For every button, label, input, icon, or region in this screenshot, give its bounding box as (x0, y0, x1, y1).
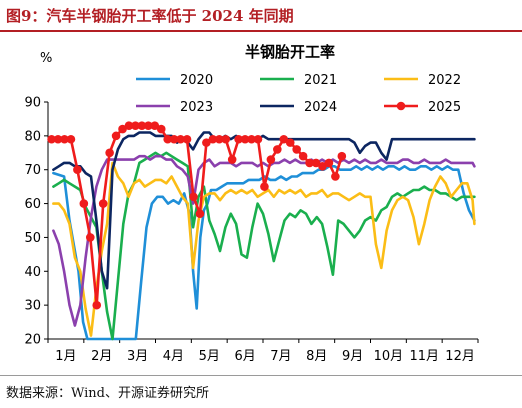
data-point-2025 (118, 124, 127, 134)
data-point-2025 (169, 134, 179, 144)
chart-title: 半钢胎开工率 (245, 43, 335, 61)
data-point-2025 (324, 158, 334, 168)
legend-item-2020: 2020 (136, 73, 213, 88)
data-point-2025 (60, 134, 69, 144)
data-point-2025 (79, 199, 89, 208)
series-line-2022 (52, 161, 476, 337)
y-unit-label: % (40, 51, 52, 66)
data-point-2025 (253, 134, 263, 144)
data-point-2025 (273, 145, 282, 154)
data-point-2025 (285, 138, 295, 147)
data-point-2025 (73, 165, 82, 175)
data-point-2025 (111, 131, 121, 141)
legend: 2020 2021 2022 2023 2024 2025 (136, 73, 461, 115)
figure-label: 图9：汽车半钢胎开工率低于 2024 年同期 (6, 7, 294, 25)
data-point-2025 (311, 158, 321, 168)
data-point-2025 (182, 134, 192, 144)
series-2024 (52, 131, 476, 290)
x-tick-label: 8月 (306, 349, 327, 364)
data-point-2025 (318, 162, 327, 171)
data-point-2025 (156, 124, 166, 134)
series-line-2023 (52, 154, 476, 327)
series-line-2021 (52, 151, 476, 341)
data-point-2025 (163, 134, 172, 144)
data-point-2025 (150, 121, 160, 130)
x-tick-label: 12月 (445, 349, 475, 364)
legend-item-2025: 2025 (384, 100, 461, 115)
data-point-2025 (202, 138, 211, 147)
data-point-2025 (208, 134, 218, 144)
legend-item-2021: 2021 (260, 73, 337, 88)
data-point-2025 (137, 121, 147, 130)
x-tick-label: 5月 (199, 349, 220, 364)
legend-label: 2020 (180, 73, 213, 88)
data-point-2025 (266, 155, 276, 164)
series-2022 (52, 161, 476, 337)
x-tick-label: 1月 (55, 349, 76, 364)
y-tick-label: 60 (24, 197, 41, 212)
x-tick-label: 3月 (127, 349, 148, 364)
data-point-2025 (92, 300, 102, 310)
legend-label: 2021 (304, 73, 337, 88)
y-tick-label: 20 (24, 333, 41, 348)
x-tick-label: 6月 (234, 349, 255, 364)
data-point-2025 (260, 182, 269, 191)
data-point-2025 (247, 134, 256, 144)
data-point-2025 (66, 134, 76, 144)
series-2025 (47, 121, 347, 310)
data-point-2025 (292, 145, 301, 154)
legend-marker (396, 101, 406, 111)
data-point-2025 (124, 121, 134, 130)
data-point-2025 (85, 233, 95, 242)
series-line-2024 (52, 131, 476, 290)
legend-item-2024: 2024 (260, 100, 337, 115)
x-tick-label: 7月 (270, 349, 291, 364)
source-rule (0, 375, 522, 376)
data-source: 数据来源：Wind、开源证券研究所 (6, 386, 209, 401)
title-rule (0, 30, 522, 32)
data-point-2025 (234, 134, 243, 144)
legend-label: 2023 (180, 100, 213, 115)
data-point-2025 (195, 209, 205, 219)
data-point-2025 (176, 134, 185, 144)
series-2023 (52, 154, 476, 327)
legend-item-2022: 2022 (384, 73, 461, 88)
line-chart: 半钢胎开工率 % 2020 2021 2022 2023 2024 2025 20 30 40… (24, 43, 479, 364)
data-point-2025 (189, 192, 198, 202)
y-tick-label: 80 (24, 129, 41, 144)
legend-label: 2024 (304, 100, 337, 115)
x-tick-label: 2月 (91, 349, 112, 364)
y-tick-label: 30 (24, 299, 41, 314)
series-2021 (52, 151, 476, 341)
data-point-2025 (331, 172, 340, 181)
data-point-2025 (305, 158, 314, 168)
data-point-2025 (105, 148, 114, 158)
legend-label: 2022 (428, 73, 461, 88)
y-tick-label: 50 (24, 231, 41, 246)
legend-label: 2025 (428, 100, 461, 115)
data-point-2025 (53, 134, 63, 144)
legend-item-2023: 2023 (136, 100, 213, 115)
data-point-2025 (337, 151, 347, 161)
data-point-2025 (144, 121, 153, 130)
y-tick-label: 90 (24, 96, 41, 111)
data-point-2025 (298, 151, 308, 161)
plot-area (47, 121, 476, 341)
data-point-2025 (221, 134, 231, 144)
data-point-2025 (98, 199, 108, 208)
data-point-2025 (279, 134, 289, 144)
data-point-2025 (240, 134, 250, 144)
series-line-2025 (50, 124, 344, 307)
data-point-2025 (227, 155, 237, 164)
data-point-2025 (131, 121, 140, 130)
y-tick-label: 40 (24, 265, 41, 280)
axes: 20 30 40 50 60 70 80 90 1月 2月 3月 4月 5月 6月 7月 8月 9月 10月 11月… (24, 96, 479, 364)
x-tick-label: 4月 (163, 349, 184, 364)
x-tick-label: 11月 (409, 349, 439, 364)
y-tick-label: 70 (24, 163, 41, 178)
x-tick-label: 10月 (374, 349, 404, 364)
data-point-2025 (214, 134, 224, 144)
data-point-2025 (47, 134, 56, 144)
x-tick-label: 9月 (342, 349, 363, 364)
